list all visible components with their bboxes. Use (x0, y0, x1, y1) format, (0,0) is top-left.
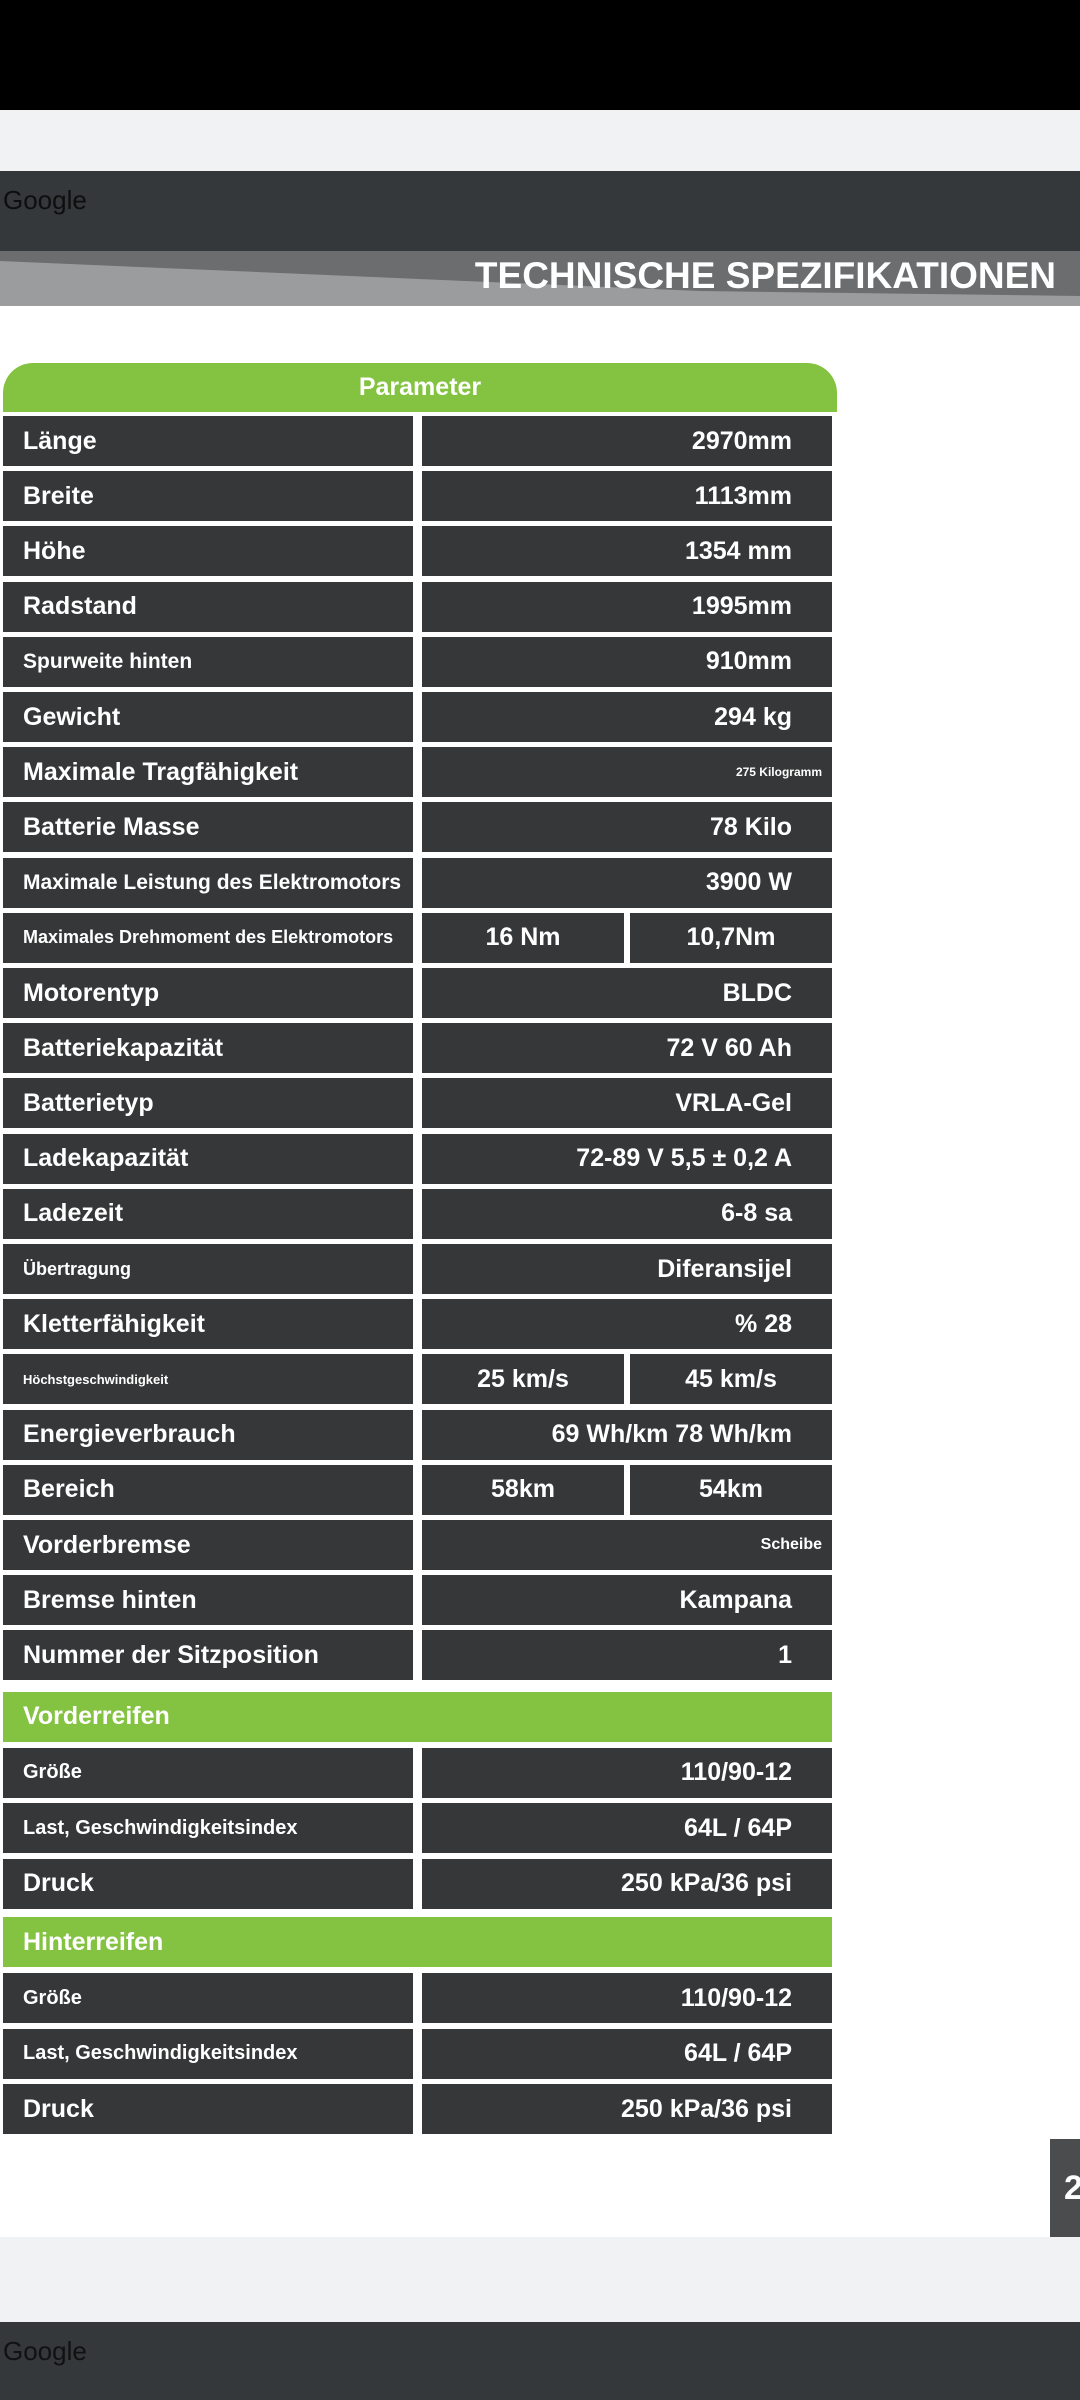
page-number: 2 (1050, 2139, 1080, 2237)
row-value: 6-8 sa (422, 1188, 832, 1239)
row-label: Kletterfähigkeit (3, 1299, 413, 1350)
table-header: Parameter (3, 363, 837, 412)
row-value: 10,7Nm (630, 912, 832, 963)
row-label: Motorentyp (3, 968, 413, 1018)
row-value: 72 V 60 Ah (422, 1023, 832, 1074)
page-header: Google TECHNISCHE SPEZIFIKATIONEN (0, 171, 1080, 306)
row-label: Druck (3, 2084, 413, 2135)
brand: Google (3, 185, 87, 215)
row-label: Batteriekapazität (3, 1023, 413, 1074)
row-value: BLDC (422, 968, 832, 1018)
row-label: Spurweite hinten (3, 636, 413, 687)
row-value: 1354 mm (422, 526, 832, 577)
row-label: Bereich (3, 1464, 413, 1515)
row-value: VRLA-Gel (422, 1078, 832, 1129)
row-value: 58km (422, 1464, 624, 1515)
section-header: Vorderreifen (3, 1691, 832, 1742)
row-label: Länge (3, 416, 413, 466)
row-label: Bremse hinten (3, 1575, 413, 1626)
row-value: 69 Wh/km 78 Wh/km (422, 1409, 832, 1460)
row-value: 275 Kilogramm (422, 747, 832, 798)
row-label: Energieverbrauch (3, 1409, 413, 1460)
row-value: 16 Nm (422, 912, 624, 963)
row-value: 110/90-12 (422, 1747, 832, 1798)
row-label: Batterie Masse (3, 802, 413, 853)
row-value: 64L / 64P (422, 2028, 832, 2079)
row-label: Radstand (3, 581, 413, 632)
brand: Google (3, 2336, 87, 2366)
section-header: Hinterreifen (3, 1917, 832, 1968)
row-label: Druck (3, 1858, 413, 1909)
row-value: 294 kg (422, 692, 832, 742)
row-label: Last, Geschwindigkeitsindex (3, 2028, 413, 2079)
row-value: 1995mm (422, 581, 832, 632)
row-label: Höhe (3, 526, 413, 577)
row-value: 910mm (422, 636, 832, 687)
row-value: % 28 (422, 1299, 832, 1350)
row-label: Last, Geschwindigkeitsindex (3, 1803, 413, 1854)
row-label: Nummer der Sitzposition (3, 1630, 413, 1681)
row-value: 2970mm (422, 416, 832, 466)
row-label: Größe (3, 1973, 413, 2024)
row-value: 250 kPa/36 psi (422, 1858, 832, 1909)
row-value: 78 Kilo (422, 802, 832, 853)
row-value: 110/90-12 (422, 1973, 832, 2024)
row-label: Höchstgeschwindigkeit (3, 1354, 413, 1405)
row-label: Maximales Drehmoment des Elektromotors (3, 912, 413, 963)
row-label: Maximale Tragfähigkeit (3, 747, 413, 798)
row-label: Gewicht (3, 692, 413, 742)
row-value: 1 (422, 1630, 832, 1681)
row-label: Übertragung (3, 1244, 413, 1294)
row-label: Batterietyp (3, 1078, 413, 1129)
row-value: 3900 W (422, 857, 832, 908)
row-value: 72-89 V 5,5 ± 0,2 A (422, 1133, 832, 1184)
page-title: TECHNISCHE SPEZIFIKATIONEN (474, 255, 1056, 296)
page-footer: Google (0, 2322, 1080, 2400)
row-value: Kampana (422, 1575, 832, 1626)
row-label: Breite (3, 471, 413, 522)
row-value: 45 km/s (630, 1354, 832, 1405)
row-label: Größe (3, 1747, 413, 1798)
row-value: 54km (630, 1464, 832, 1515)
row-value: 25 km/s (422, 1354, 624, 1405)
row-value: 250 kPa/36 psi (422, 2084, 832, 2135)
row-value: Diferansijel (422, 1244, 832, 1294)
row-value: 1113mm (422, 471, 832, 522)
row-value: Scheibe (422, 1520, 832, 1570)
row-value: 64L / 64P (422, 1803, 832, 1854)
row-label: Ladezeit (3, 1188, 413, 1239)
header-wedge (0, 251, 1080, 306)
row-label: Ladekapazität (3, 1133, 413, 1184)
status-bar (0, 0, 1080, 110)
row-label: Vorderbremse (3, 1520, 413, 1570)
row-label: Maximale Leistung des Elektromotors (3, 857, 413, 908)
